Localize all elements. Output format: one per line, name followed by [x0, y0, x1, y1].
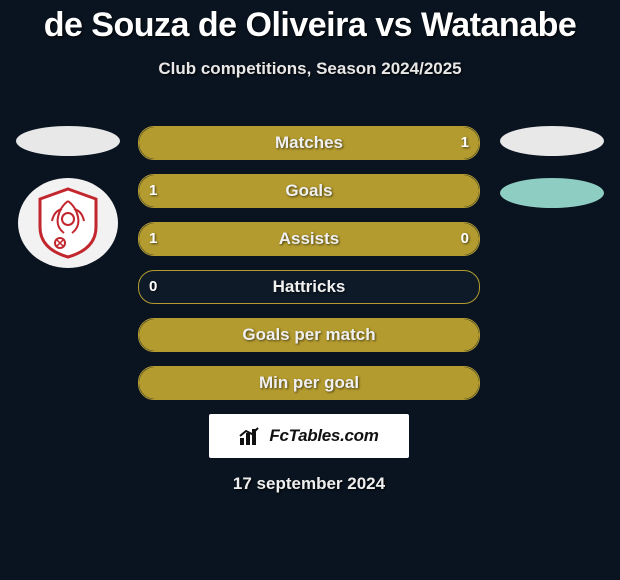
stat-row-hattricks: 0 Hattricks [138, 270, 480, 304]
phoenix-crest-icon [36, 187, 100, 259]
stat-label: Assists [139, 223, 479, 255]
right-secondary-pill [500, 178, 604, 208]
stat-row-mpg: Min per goal [138, 366, 480, 400]
stat-label: Goals per match [139, 319, 479, 351]
stat-row-gpm: Goals per match [138, 318, 480, 352]
stat-label: Min per goal [139, 367, 479, 399]
left-name-pill [16, 126, 120, 156]
stat-label: Matches [139, 127, 479, 159]
right-name-pill [500, 126, 604, 156]
brand-badge[interactable]: FcTables.com [209, 414, 409, 458]
stat-label: Goals [139, 175, 479, 207]
brand-text: FcTables.com [269, 426, 378, 446]
stat-row-assists: 1 Assists 0 [138, 222, 480, 256]
right-player-column [492, 126, 612, 230]
stat-row-goals: 1 Goals [138, 174, 480, 208]
left-club-crest [18, 178, 118, 268]
left-player-column [8, 126, 128, 268]
page-title: de Souza de Oliveira vs Watanabe [0, 6, 620, 45]
bar-chart-icon [239, 426, 263, 446]
stat-label: Hattricks [139, 271, 479, 303]
season-subtitle: Club competitions, Season 2024/2025 [0, 59, 620, 79]
stat-value-right: 1 [461, 127, 469, 159]
stat-row-matches: Matches 1 [138, 126, 480, 160]
stat-rows: Matches 1 1 Goals 1 Assists 0 0 Hattrick… [138, 126, 480, 494]
comparison-card: de Souza de Oliveira vs Watanabe Club co… [0, 6, 620, 580]
stat-value-right: 0 [461, 223, 469, 255]
date-text: 17 september 2024 [138, 474, 480, 494]
